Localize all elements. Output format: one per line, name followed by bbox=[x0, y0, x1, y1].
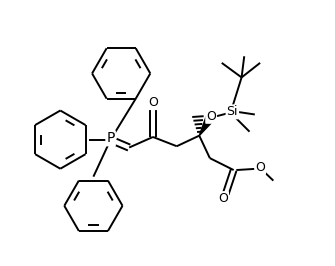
Text: O: O bbox=[148, 96, 158, 109]
Text: O: O bbox=[206, 110, 216, 123]
Text: O: O bbox=[218, 192, 228, 205]
Text: Si: Si bbox=[226, 105, 238, 118]
Text: P: P bbox=[107, 131, 115, 145]
Text: O: O bbox=[255, 161, 265, 174]
Polygon shape bbox=[199, 116, 213, 136]
